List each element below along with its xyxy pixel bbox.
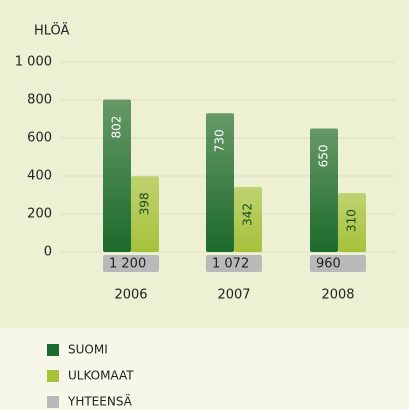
bar — [206, 113, 234, 252]
chart-panel — [0, 0, 409, 328]
x-tick-label: 2006 — [114, 288, 147, 303]
x-tick-label: 2007 — [217, 288, 250, 303]
y-axis-label: HLÖÄ — [34, 22, 70, 39]
y-tick-label: 600 — [27, 131, 52, 146]
bar — [103, 99, 131, 253]
y-tick-label: 400 — [27, 169, 52, 184]
bar-value-label: 802 — [110, 116, 124, 139]
legend-swatch — [47, 370, 59, 382]
bar-value-label: 398 — [138, 192, 152, 215]
y-tick-label: 1 000 — [15, 55, 52, 70]
bar-value-label: 730 — [213, 129, 227, 152]
y-tick-label: 800 — [27, 93, 52, 108]
bar — [234, 187, 262, 252]
bar — [310, 128, 338, 252]
bar-value-label: 342 — [241, 203, 255, 226]
total-box — [310, 255, 366, 272]
bar-value-label: 310 — [345, 209, 359, 232]
legend-swatch — [47, 396, 59, 408]
legend-panel — [0, 328, 409, 410]
y-tick-label: 200 — [27, 207, 52, 222]
x-tick-label: 2008 — [321, 288, 354, 303]
legend-label: ULKOMAAT — [68, 369, 134, 383]
legend-swatch — [47, 344, 59, 356]
total-label: 1 200 — [109, 257, 146, 272]
legend-label: YHTEENSÄ — [67, 394, 133, 409]
total-label: 960 — [316, 257, 341, 272]
legend-label: SUOMI — [68, 343, 108, 357]
total-box — [206, 255, 262, 272]
total-label: 1 072 — [212, 257, 249, 272]
bar-value-label: 650 — [317, 145, 331, 168]
bar — [131, 176, 159, 252]
y-tick-label: 0 — [44, 245, 52, 260]
total-box — [103, 255, 159, 272]
bar — [338, 193, 366, 252]
